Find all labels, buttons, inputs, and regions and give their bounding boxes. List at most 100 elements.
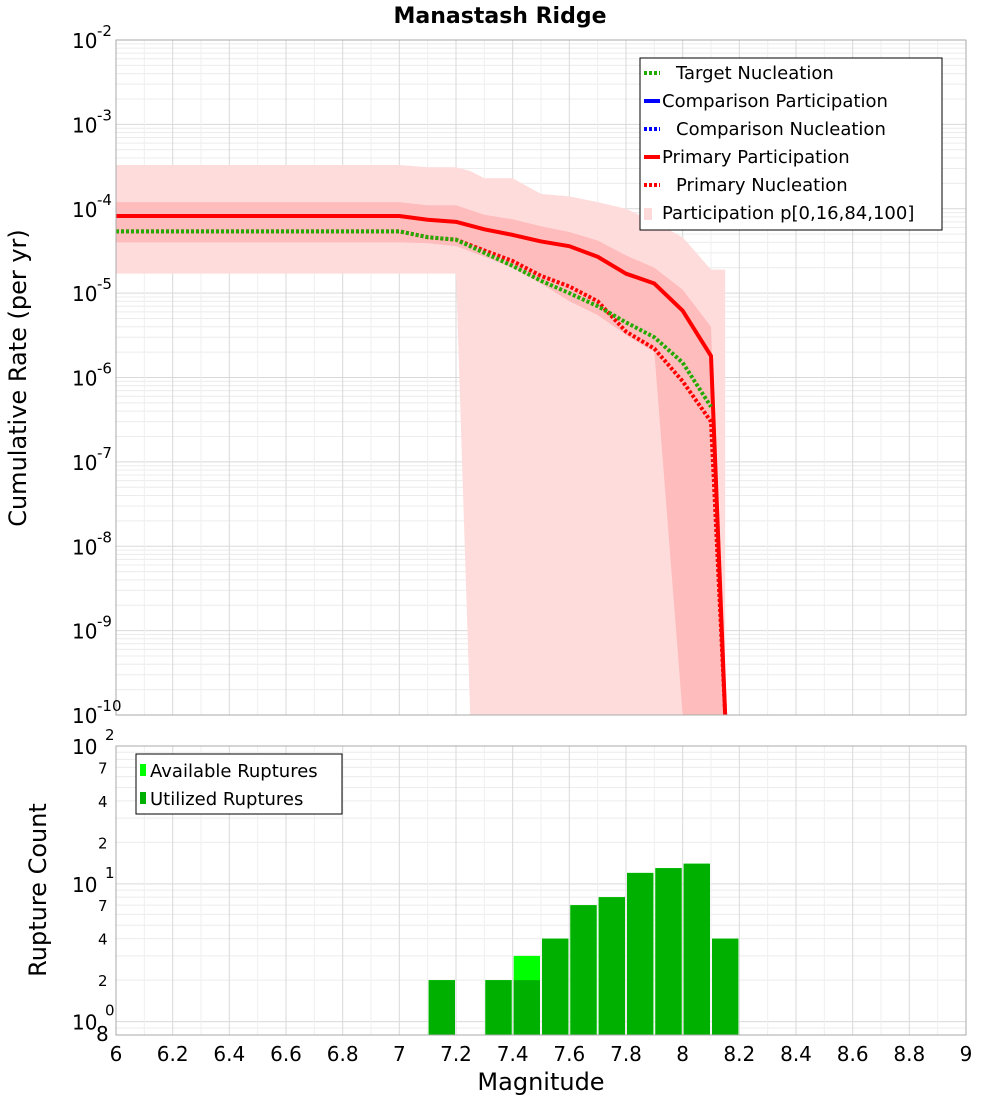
y-minor-tick-label: 7 [98, 897, 108, 915]
bottom-y-axis-label: Rupture Count [24, 803, 52, 977]
y-minor-tick-label: 8 [96, 1022, 109, 1046]
x-tick-label: 7 [393, 1042, 406, 1066]
y-tick-base: 10 [72, 735, 97, 759]
y-tick-exponent: -5 [97, 275, 112, 293]
legend-box [135, 753, 343, 815]
y-tick-exponent: -10 [97, 697, 122, 715]
x-tick-label: 8.8 [893, 1042, 925, 1066]
y-tick-label: 10 -7 [72, 444, 112, 475]
y-minor-tick-label: 7 [98, 759, 108, 777]
legend-label: Utilized Ruptures [150, 789, 303, 810]
y-tick-label: 10 -2 [72, 22, 112, 53]
legend-label: Target Nucleation [675, 63, 834, 84]
x-tick-label: 6.6 [270, 1042, 302, 1066]
utilized-ruptures-bar [598, 897, 625, 1035]
legend-swatch [140, 764, 146, 776]
y-tick-base: 10 [72, 282, 97, 306]
bottom-y-ticks: 10 0 10 1 10 2 8 2 4 7 2 4 7 [72, 726, 115, 1046]
y-tick-base: 10 [72, 367, 97, 391]
y-minor-tick-label: 2 [98, 972, 108, 990]
y-tick-label: 10 -9 [72, 613, 112, 644]
y-minor-tick-label: 4 [98, 793, 108, 811]
y-tick-label: 10 -4 [72, 191, 112, 222]
target-nucleation-line [116, 229, 713, 408]
y-tick-exponent: 2 [105, 726, 115, 744]
chart-title: Manastash Ridge [393, 4, 606, 29]
utilized-ruptures-bar [712, 938, 739, 1035]
y-tick-label: 10 -6 [72, 360, 112, 391]
y-tick-exponent: -4 [97, 191, 112, 209]
y-tick-label: 10 0 [72, 1002, 115, 1035]
y-tick-base: 10 [72, 113, 97, 137]
top-bands [116, 165, 726, 716]
utilized-ruptures-bar [655, 868, 682, 1035]
y-minor-tick-label: 2 [98, 834, 108, 852]
y-tick-exponent: -9 [97, 613, 112, 631]
x-tick-label: 8.6 [837, 1042, 869, 1066]
y-tick-base: 10 [72, 620, 97, 644]
x-ticks: 6 6.2 6.4 6.6 6.8 7 7.2 7.4 7.6 7.8 8 8.2 8.4 8.6 8.8 9 [110, 1042, 973, 1066]
y-tick-label: 10 2 [72, 726, 115, 759]
y-tick-label: 10 -10 [72, 697, 122, 728]
y-tick-exponent: -8 [97, 528, 112, 546]
y-tick-base: 10 [72, 198, 97, 222]
top-y-axis-label: Cumulative Rate (per yr) [4, 229, 32, 527]
x-axis-label: Magnitude [477, 1068, 604, 1096]
y-tick-exponent: 1 [105, 864, 115, 882]
x-tick-label: 8 [676, 1042, 689, 1066]
y-tick-base: 10 [72, 873, 97, 897]
legend-label: Comparison Nucleation [676, 119, 886, 140]
utilized-ruptures-bar [570, 905, 597, 1035]
y-tick-exponent: -6 [97, 360, 112, 378]
y-tick-base: 10 [72, 535, 97, 559]
bottom-grid [115, 746, 967, 1036]
y-tick-base: 10 [72, 29, 97, 53]
y-tick-exponent: -7 [97, 444, 112, 462]
utilized-ruptures-bar [542, 938, 569, 1035]
y-tick-label: 10 -8 [72, 528, 112, 559]
utilized-ruptures-bar [485, 980, 512, 1035]
y-tick-label: 10 1 [72, 864, 115, 897]
primary-participation-line [116, 214, 728, 716]
utilized-ruptures-bar [513, 980, 540, 1035]
y-tick-exponent: 0 [105, 1002, 115, 1020]
legend-swatch [644, 208, 652, 220]
utilized-ruptures-bar [428, 980, 455, 1035]
legend-label: Primary Participation [662, 147, 850, 168]
y-tick-label: 10 -3 [72, 106, 112, 137]
x-tick-label: 9 [960, 1042, 973, 1066]
x-tick-label: 8.4 [780, 1042, 812, 1066]
bottom-legend: Available Ruptures Utilized Ruptures [135, 753, 343, 815]
top-lines [116, 214, 728, 716]
bottom-plot-frame [115, 745, 967, 1036]
y-tick-base: 10 [72, 451, 97, 475]
y-minor-tick-label: 4 [98, 931, 108, 949]
legend-swatch [140, 792, 146, 804]
legend-label: Primary Nucleation [676, 175, 848, 196]
utilized-ruptures-bar [627, 872, 654, 1035]
bottom-panel: 10 0 10 1 10 2 8 2 4 7 2 4 7 6 6.2 6.4 6.6 6.8 7 7.2 7.4 7.6… [24, 726, 972, 1096]
y-tick-label: 10 -5 [72, 275, 112, 306]
x-tick-label: 6 [110, 1042, 123, 1066]
bottom-bars [428, 863, 739, 1035]
legend-label: Participation p[0,16,84,100] [662, 203, 914, 224]
x-tick-label: 7.4 [497, 1042, 529, 1066]
y-tick-exponent: -2 [97, 22, 112, 40]
x-tick-label: 7.6 [553, 1042, 585, 1066]
x-tick-label: 7.8 [610, 1042, 642, 1066]
x-tick-label: 6.8 [327, 1042, 359, 1066]
y-tick-exponent: -3 [97, 106, 112, 124]
top-plot-frame [115, 39, 967, 716]
top-legend: Target Nucleation Comparison Participatio… [639, 57, 943, 231]
y-tick-base: 10 [72, 704, 97, 728]
x-tick-label: 6.4 [213, 1042, 245, 1066]
utilized-ruptures-bar [683, 863, 710, 1035]
legend-label: Comparison Participation [662, 91, 888, 112]
x-tick-label: 6.2 [157, 1042, 189, 1066]
x-tick-label: 7.2 [440, 1042, 472, 1066]
legend-label: Available Ruptures [150, 761, 318, 782]
legend-box [639, 57, 943, 231]
